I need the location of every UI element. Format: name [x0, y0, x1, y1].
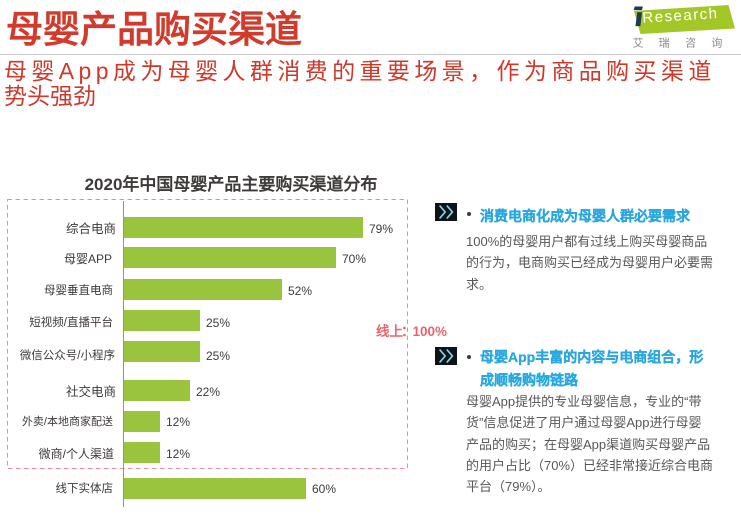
svg-text:Research: Research	[642, 5, 719, 27]
svg-text:艾瑞咨询: 艾瑞咨询	[633, 36, 738, 50]
